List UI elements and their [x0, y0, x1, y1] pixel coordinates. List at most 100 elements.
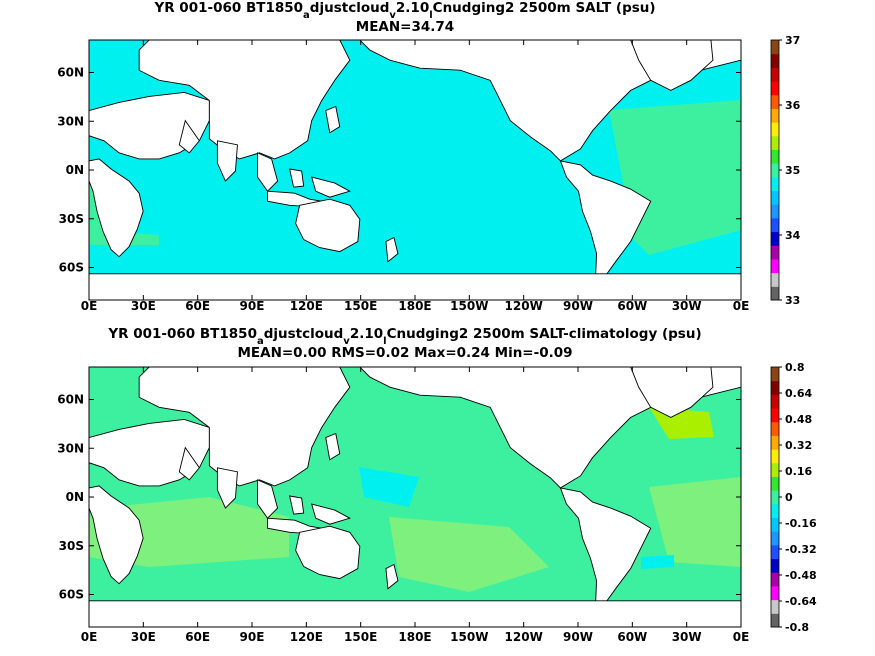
colorbar-label: 36	[785, 99, 801, 112]
colorbar-segment	[771, 544, 779, 560]
colorbar-segment	[771, 67, 779, 82]
lat-label: 0N	[66, 490, 84, 504]
lon-label: 30E	[131, 630, 156, 644]
colorbar-segment	[771, 421, 779, 436]
title-part-title_mid: djustcloud	[264, 326, 344, 342]
colorbar-segment	[771, 531, 779, 546]
lon-label: 30W	[672, 299, 702, 313]
colorbar-segment	[771, 572, 779, 587]
lon-label: 120W	[505, 299, 543, 313]
colorbar-segment	[771, 558, 779, 573]
colorbar-segment	[771, 40, 779, 55]
title-part-title_main: YR 001-060 BT1850	[153, 0, 303, 16]
colorbar: 33 34 35 36 37	[770, 34, 801, 307]
colorbar-segment	[771, 245, 779, 260]
colorbar-label: -0.48	[785, 569, 817, 582]
lon-label: 120W	[505, 630, 543, 644]
colorbar-segment	[771, 108, 779, 123]
title-part-title_sub1: a	[257, 336, 264, 347]
lon-label: 120E	[290, 299, 323, 313]
lat-label: 30N	[57, 441, 84, 455]
title-part-title_end: Cnudging2 2500m SALT-climatology (psu)	[387, 326, 702, 342]
panel-title: YR 001-060 BT1850adjustcloudv2.10lCnudgi…	[107, 326, 701, 347]
lon-label: 60E	[185, 630, 210, 644]
colorbar-segment	[771, 599, 779, 614]
colorbar-segment	[771, 149, 779, 164]
lon-label: 0E	[733, 299, 750, 313]
colorbar-segment	[771, 449, 779, 464]
colorbar-segment	[771, 462, 779, 477]
lon-label: 0E	[81, 630, 98, 644]
colorbar: 0.8 0.64 0.48 0.32 0.16 0 -0.16 -0.32 -0.48 -0.64…	[770, 361, 817, 634]
lat-label: 30S	[59, 212, 84, 226]
title-part-title_mid: djustcloud	[310, 0, 390, 16]
lat-label: 60S	[59, 588, 84, 602]
lon-label: 0E	[733, 630, 750, 644]
lon-label: 60W	[617, 630, 647, 644]
panel-stats: MEAN=34.74	[356, 19, 454, 35]
colorbar-segment	[771, 408, 779, 423]
colorbar-label: -0.8	[785, 621, 809, 634]
lat-label: 60N	[57, 66, 84, 80]
colorbar-segment	[771, 380, 779, 395]
title-part-title_sub2: v	[343, 336, 350, 347]
colorbar-segment	[771, 176, 779, 192]
colorbar-segment	[771, 258, 779, 274]
colorbar-segment	[771, 476, 779, 491]
colorbar-label: 0.8	[785, 361, 805, 374]
colorbar-label: -0.16	[785, 517, 817, 530]
colorbar-segment	[771, 490, 779, 505]
title-part-title_main: YR 001-060 BT1850	[107, 326, 257, 342]
colorbar-segment	[771, 286, 779, 301]
colorbar-segment	[771, 94, 779, 109]
lon-label: 90E	[240, 630, 265, 644]
colorbar-segment	[771, 53, 779, 68]
lat-label: 30N	[57, 114, 84, 128]
colorbar-segment	[771, 163, 779, 178]
colorbar-segment	[771, 81, 779, 96]
colorbar-label: 0.16	[785, 465, 812, 478]
anomaly-patch-2	[649, 477, 741, 567]
lon-label: 150E	[344, 630, 377, 644]
anomaly-patch-1	[389, 517, 549, 592]
lon-label: 30W	[672, 630, 702, 644]
colorbar-segment	[771, 585, 779, 601]
title-part-title_sub3: l	[383, 336, 386, 347]
title-part-title_end: Cnudging2 2500m SALT (psu)	[433, 0, 656, 16]
colorbar-segment	[771, 190, 779, 205]
colorbar-label: 34	[785, 229, 801, 242]
lat-label: 60S	[59, 261, 84, 275]
colorbar-segment	[771, 204, 779, 219]
lat-label: 60N	[57, 393, 84, 407]
lon-label: 120E	[290, 630, 323, 644]
colorbar-label: -0.64	[785, 595, 817, 608]
colorbar-label: 0.32	[785, 439, 812, 452]
colorbar-segment	[771, 217, 779, 233]
lon-label: 180E	[398, 299, 431, 313]
colorbar-segment	[771, 272, 779, 287]
map-area	[89, 40, 741, 300]
colorbar-segment	[771, 517, 779, 532]
lon-label: 30E	[131, 299, 156, 313]
panel-title: YR 001-060 BT1850adjustcloudv2.10lCnudgi…	[153, 0, 655, 21]
lat-label: 30S	[59, 539, 84, 553]
colorbar-label: 0.48	[785, 413, 812, 426]
title-part-title_mid2: 2.10	[350, 326, 383, 342]
lon-label: 90W	[563, 630, 593, 644]
colorbar-segment	[771, 394, 779, 409]
lon-label: 60E	[185, 299, 210, 313]
lon-label: 90E	[240, 299, 265, 313]
colorbar-label: 0.64	[785, 387, 812, 400]
title-part-title_sub1: a	[303, 10, 310, 21]
colorbar-label: 35	[785, 164, 800, 177]
panel-stats: MEAN=0.00 RMS=0.02 Max=0.24 Min=-0.09	[237, 345, 572, 361]
anomaly-patch-3	[359, 467, 419, 507]
lon-label: 150W	[450, 299, 488, 313]
map-area	[89, 367, 741, 627]
anomaly-patch-4	[641, 555, 674, 569]
lon-label: 180E	[398, 630, 431, 644]
colorbar-segment	[771, 231, 779, 246]
colorbar-segment	[771, 122, 779, 137]
